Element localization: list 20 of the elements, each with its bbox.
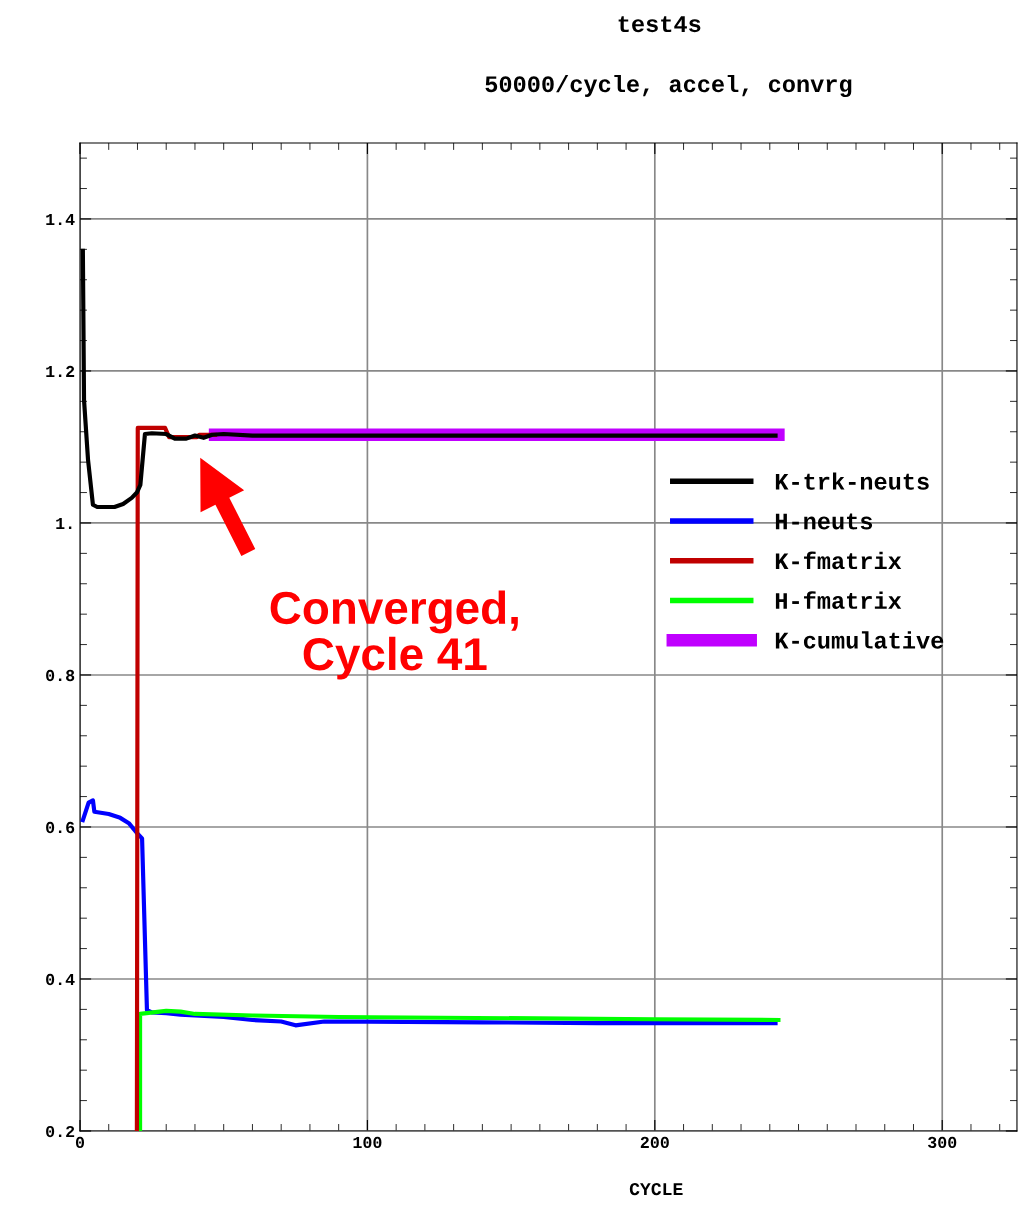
- x-tick-label: 300: [927, 1136, 957, 1149]
- y-tick-label: 1.4: [46, 214, 75, 225]
- chart-title: test4s: [618, 16, 701, 33]
- y-tick-label: 1.2: [46, 365, 75, 377]
- legend-label: K-cumulative: [775, 631, 944, 649]
- chart-subtitle: 50000/cycle, accel, convrg: [485, 74, 852, 98]
- y-tick-label: 0.2: [46, 1125, 75, 1138]
- y-tick-label: 0.8: [46, 669, 75, 682]
- y-tick-label: 1.: [56, 518, 72, 529]
- legend-label: K-trk-neuts: [775, 472, 929, 490]
- x-tick-label: 100: [353, 1136, 382, 1149]
- annotation: Converged, Cycle 41: [270, 590, 518, 680]
- x-axis-title: CYCLE: [629, 1182, 683, 1196]
- x-tick-label: 0: [75, 1136, 85, 1149]
- legend-label: H-neuts: [775, 513, 873, 530]
- y-tick-label: 0.6: [46, 821, 75, 834]
- legend-label: H-fmatrix: [775, 591, 902, 609]
- y-tick-label: 0.4: [46, 973, 75, 986]
- legend-label: K-fmatrix: [775, 551, 902, 570]
- x-tick-label: 200: [640, 1136, 669, 1149]
